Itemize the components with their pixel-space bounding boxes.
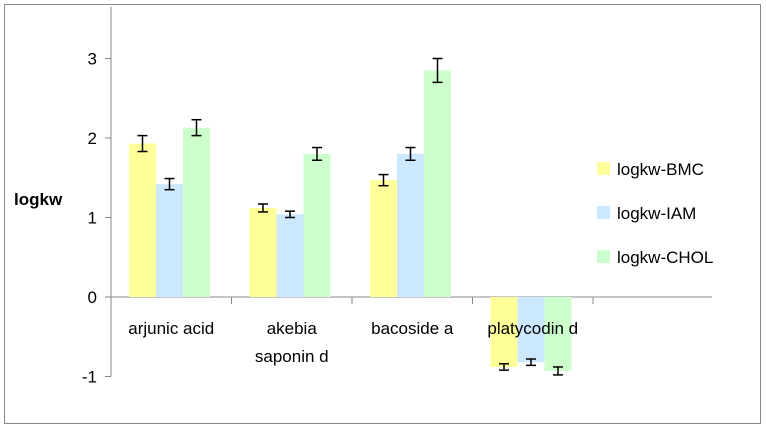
y-tick-label: -1 [82,368,97,387]
y-tick-label: 1 [88,209,97,228]
y-tick-label: 2 [88,129,97,148]
legend: logkw-BMC logkw-IAM logkw-CHOL [597,160,713,267]
bar [303,153,331,297]
y-axis-label: logkw [14,190,63,209]
legend-label: logkw-BMC [617,160,704,179]
legend-swatch [597,206,610,219]
bar [249,207,277,297]
legend-swatch [597,162,610,175]
category-label: bacoside a [371,319,454,338]
category-label: saponin d [255,347,329,366]
legend-label: logkw-IAM [617,204,696,223]
bar [183,127,210,297]
bar [276,214,304,297]
bar [370,180,397,297]
error-bars [137,57,563,376]
bar [156,184,183,297]
bar [424,70,451,297]
legend-swatch [597,250,610,263]
bar [490,297,518,367]
bar [544,297,572,371]
bar [397,153,424,297]
category-labels: arjunic acid akebia saponin d bacoside a pla… [128,319,578,366]
legend-label: logkw-CHOL [617,248,713,267]
y-tick-label: 3 [88,50,97,69]
category-label: akebia [267,319,318,338]
bar [129,143,156,297]
bars [129,70,572,371]
category-label: arjunic acid [128,319,214,338]
bar [517,297,545,363]
category-label: platycodin d [487,319,578,338]
y-tick-label: 0 [88,288,97,307]
